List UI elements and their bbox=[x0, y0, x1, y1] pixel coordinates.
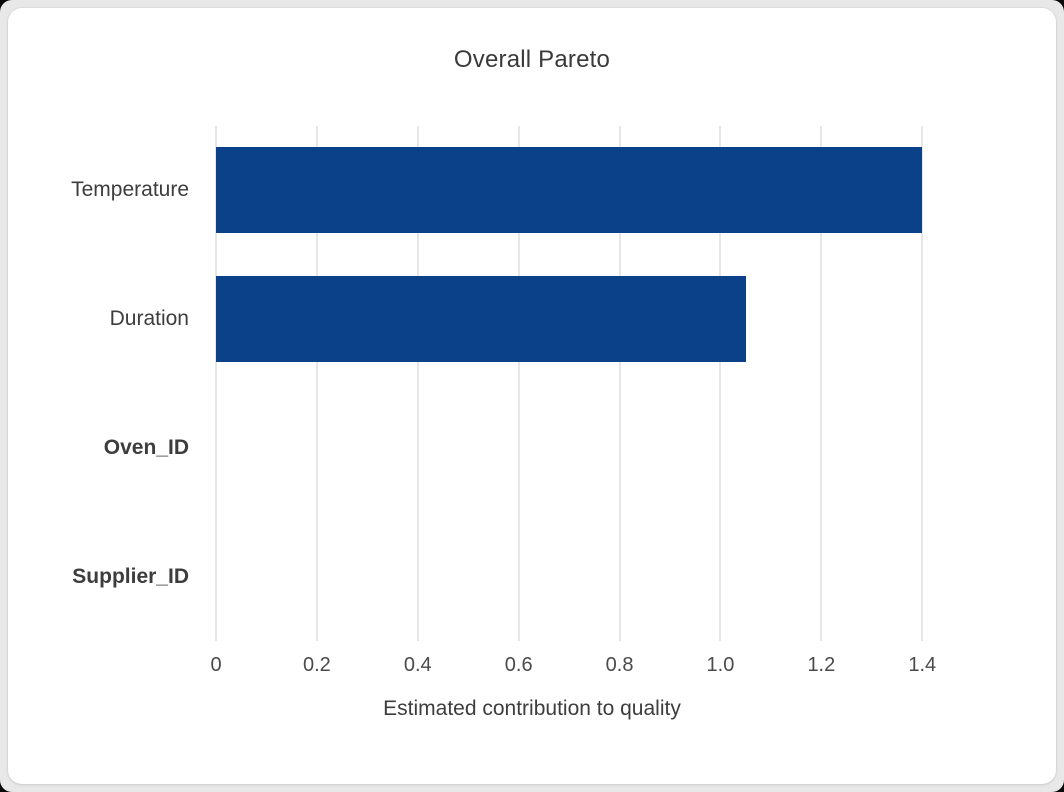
x-tick-label-0: 0 bbox=[210, 654, 222, 676]
x-tick-label-1.2: 1.2 bbox=[807, 654, 836, 676]
gridline-0 bbox=[215, 126, 217, 641]
x-tick-label-0.8: 0.8 bbox=[605, 654, 634, 676]
gridline-0.6 bbox=[517, 126, 520, 641]
gridline-0.4 bbox=[416, 126, 419, 641]
bar-temperature bbox=[216, 147, 922, 233]
y-label-temperature: Temperature bbox=[71, 178, 189, 202]
plot-area bbox=[215, 126, 1008, 641]
chart-card: Overall Pareto Temperature Duration Oven_I… bbox=[8, 8, 1056, 784]
chart-title: Overall Pareto bbox=[453, 46, 611, 73]
gridline-0.8 bbox=[618, 126, 621, 641]
gridline-1.2 bbox=[820, 126, 823, 641]
gridline-1.0 bbox=[719, 126, 722, 641]
y-label-duration: Duration bbox=[109, 307, 189, 331]
gridline-1.4 bbox=[921, 126, 924, 641]
y-label-oven_id: Oven_ID bbox=[103, 435, 189, 459]
gridline-0.2 bbox=[315, 126, 318, 641]
y-axis-labels: Temperature Duration Oven_ID Supplier_ID bbox=[8, 126, 189, 641]
x-tick-label-0.2: 0.2 bbox=[302, 654, 331, 676]
bar-duration bbox=[216, 276, 746, 362]
x-tick-label-0.6: 0.6 bbox=[504, 654, 533, 676]
y-label-supplier_id: Supplier_ID bbox=[72, 564, 189, 588]
x-axis-ticks: 0 0.2 0.4 0.6 0.8 1.0 1.2 1.4 bbox=[210, 654, 1008, 680]
x-axis-title: Estimated contribution to quality bbox=[383, 697, 681, 720]
x-tick-label-1.4: 1.4 bbox=[908, 654, 937, 676]
x-tick-label-1.0: 1.0 bbox=[706, 654, 735, 676]
x-tick-label-0.4: 0.4 bbox=[403, 654, 432, 676]
